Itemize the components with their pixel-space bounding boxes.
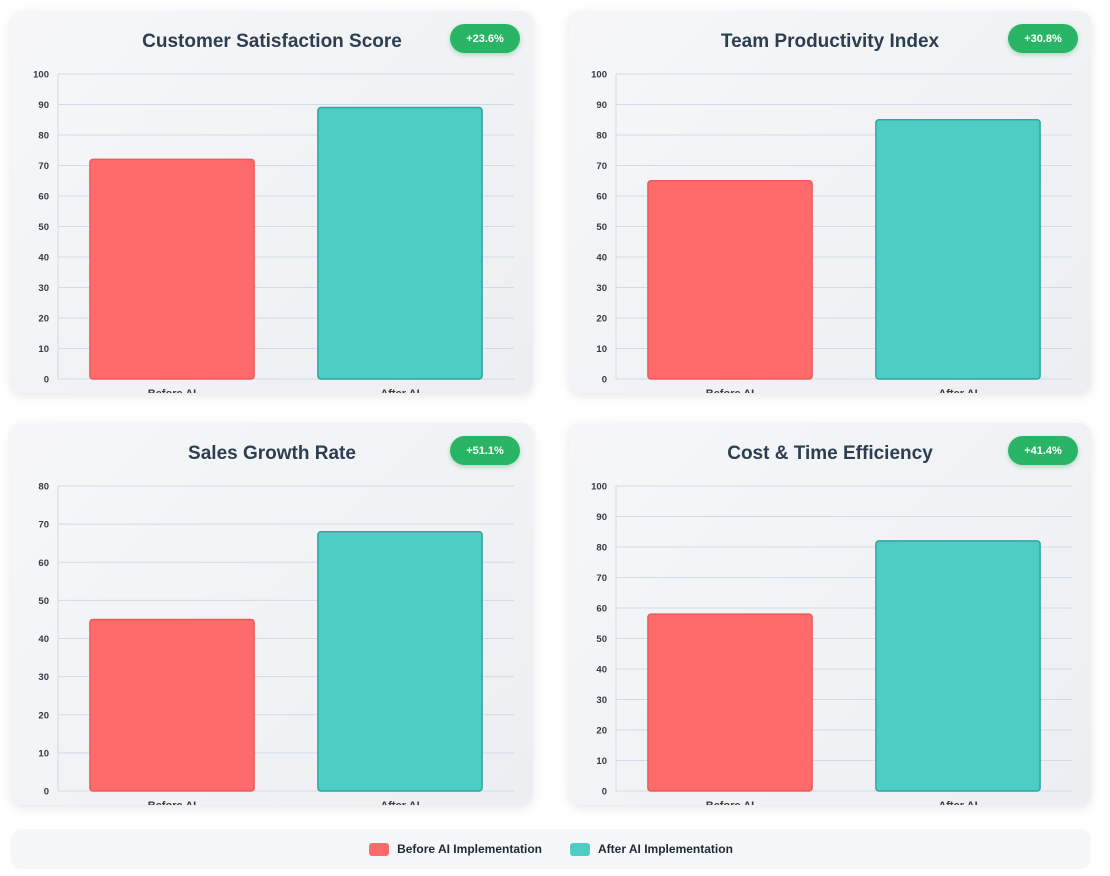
y-tick-label: 30 bbox=[596, 283, 607, 294]
x-tick-label: After AI bbox=[938, 800, 977, 805]
improvement-badge: +30.8% bbox=[1008, 24, 1078, 53]
y-tick-label: 30 bbox=[38, 283, 49, 294]
bar-before bbox=[647, 180, 813, 380]
y-tick-label: 100 bbox=[33, 70, 49, 81]
y-tick-label: 30 bbox=[38, 672, 49, 683]
y-tick-label: 40 bbox=[596, 253, 607, 264]
x-tick-label: After AI bbox=[380, 388, 419, 393]
y-tick-label: 50 bbox=[596, 634, 607, 645]
y-tick-label: 100 bbox=[591, 482, 607, 493]
y-tick-label: 80 bbox=[38, 131, 49, 142]
x-tick-label: After AI bbox=[938, 388, 977, 393]
bar-chart: 0 10 20 30 40 50 60 70 80 90 100 Before AI After AI bbox=[591, 482, 1072, 805]
y-tick-label: 50 bbox=[596, 222, 607, 233]
bar-before bbox=[647, 613, 813, 792]
y-tick-label: 10 bbox=[38, 344, 49, 355]
y-tick-label: 80 bbox=[596, 131, 607, 142]
chart-title: Sales Growth Rate bbox=[188, 443, 356, 464]
y-tick-label: 40 bbox=[596, 665, 607, 676]
y-tick-label: 10 bbox=[596, 344, 607, 355]
legend-label-before: Before AI Implementation bbox=[397, 842, 542, 856]
y-tick-label: 90 bbox=[596, 512, 607, 523]
x-tick-label: Before AI bbox=[148, 388, 197, 393]
chart-title: Team Productivity Index bbox=[720, 31, 940, 52]
y-tick-label: 10 bbox=[596, 756, 607, 767]
y-tick-label: 30 bbox=[596, 695, 607, 706]
bar-after bbox=[875, 119, 1041, 380]
y-tick-label: 90 bbox=[596, 100, 607, 111]
y-tick-label: 0 bbox=[44, 375, 49, 386]
y-tick-label: 90 bbox=[38, 100, 49, 111]
y-tick-label: 20 bbox=[596, 314, 607, 325]
bar-before bbox=[89, 158, 255, 380]
improvement-badge: +23.6% bbox=[450, 24, 520, 53]
bar-before bbox=[89, 618, 255, 792]
y-tick-label: 0 bbox=[602, 787, 607, 798]
y-tick-label: 70 bbox=[38, 520, 49, 531]
chart-card-sales-growth: Sales Growth Rate +51.1% 0 10 20 30 40 50 60 70… bbox=[11, 423, 533, 805]
x-tick-label: Before AI bbox=[148, 800, 197, 805]
chart-card-customer-satisfaction: Customer Satisfaction Score +23.6% 0 10 20… bbox=[11, 11, 533, 393]
y-tick-label: 0 bbox=[44, 787, 49, 798]
y-tick-label: 100 bbox=[591, 70, 607, 81]
bar-chart: 0 10 20 30 40 50 60 70 80 90 100 Before AI After AI bbox=[33, 70, 514, 393]
y-tick-label: 80 bbox=[38, 482, 49, 493]
y-tick-label: 0 bbox=[602, 375, 607, 386]
y-tick-label: 20 bbox=[38, 710, 49, 721]
chart-title: Cost & Time Efficiency bbox=[727, 443, 933, 464]
y-tick-label: 60 bbox=[596, 604, 607, 615]
chart-card-cost-time-efficiency: Cost & Time Efficiency +41.4% 0 10 20 30 40 5… bbox=[569, 423, 1091, 805]
y-tick-label: 60 bbox=[38, 558, 49, 569]
legend-swatch-before bbox=[369, 842, 390, 856]
legend-item-before[interactable]: Before AI Implementation bbox=[369, 842, 542, 856]
y-tick-label: 10 bbox=[38, 748, 49, 759]
y-tick-label: 50 bbox=[38, 596, 49, 607]
bar-chart: 0 10 20 30 40 50 60 70 80 Before AI After AI bbox=[38, 482, 514, 805]
y-tick-label: 70 bbox=[38, 161, 49, 172]
legend-swatch-after bbox=[570, 842, 590, 856]
y-tick-label: 40 bbox=[38, 634, 49, 645]
y-tick-label: 70 bbox=[596, 161, 607, 172]
y-tick-label: 40 bbox=[38, 253, 49, 264]
y-tick-label: 60 bbox=[596, 192, 607, 203]
legend-item-after[interactable]: After AI Implementation bbox=[570, 842, 733, 856]
chart-legend: Before AI Implementation After AI Implem… bbox=[11, 829, 1091, 869]
x-tick-label: Before AI bbox=[706, 388, 755, 393]
legend-label-after: After AI Implementation bbox=[598, 842, 733, 856]
improvement-badge: +51.1% bbox=[450, 436, 520, 465]
bar-after bbox=[875, 540, 1041, 792]
chart-card-team-productivity: Team Productivity Index +30.8% 0 10 20 30 40… bbox=[569, 11, 1091, 393]
y-tick-label: 70 bbox=[596, 573, 607, 584]
bar-after bbox=[317, 531, 483, 792]
y-tick-label: 50 bbox=[38, 222, 49, 233]
y-tick-label: 20 bbox=[596, 726, 607, 737]
y-tick-label: 60 bbox=[38, 192, 49, 203]
bar-chart: 0 10 20 30 40 50 60 70 80 90 100 Before AI After AI bbox=[591, 70, 1072, 393]
y-tick-label: 80 bbox=[596, 543, 607, 554]
x-tick-label: Before AI bbox=[706, 800, 755, 805]
x-tick-label: After AI bbox=[380, 800, 419, 805]
y-tick-label: 20 bbox=[38, 314, 49, 325]
bar-after bbox=[317, 106, 483, 380]
improvement-badge: +41.4% bbox=[1008, 436, 1078, 465]
chart-title: Customer Satisfaction Score bbox=[142, 31, 402, 52]
